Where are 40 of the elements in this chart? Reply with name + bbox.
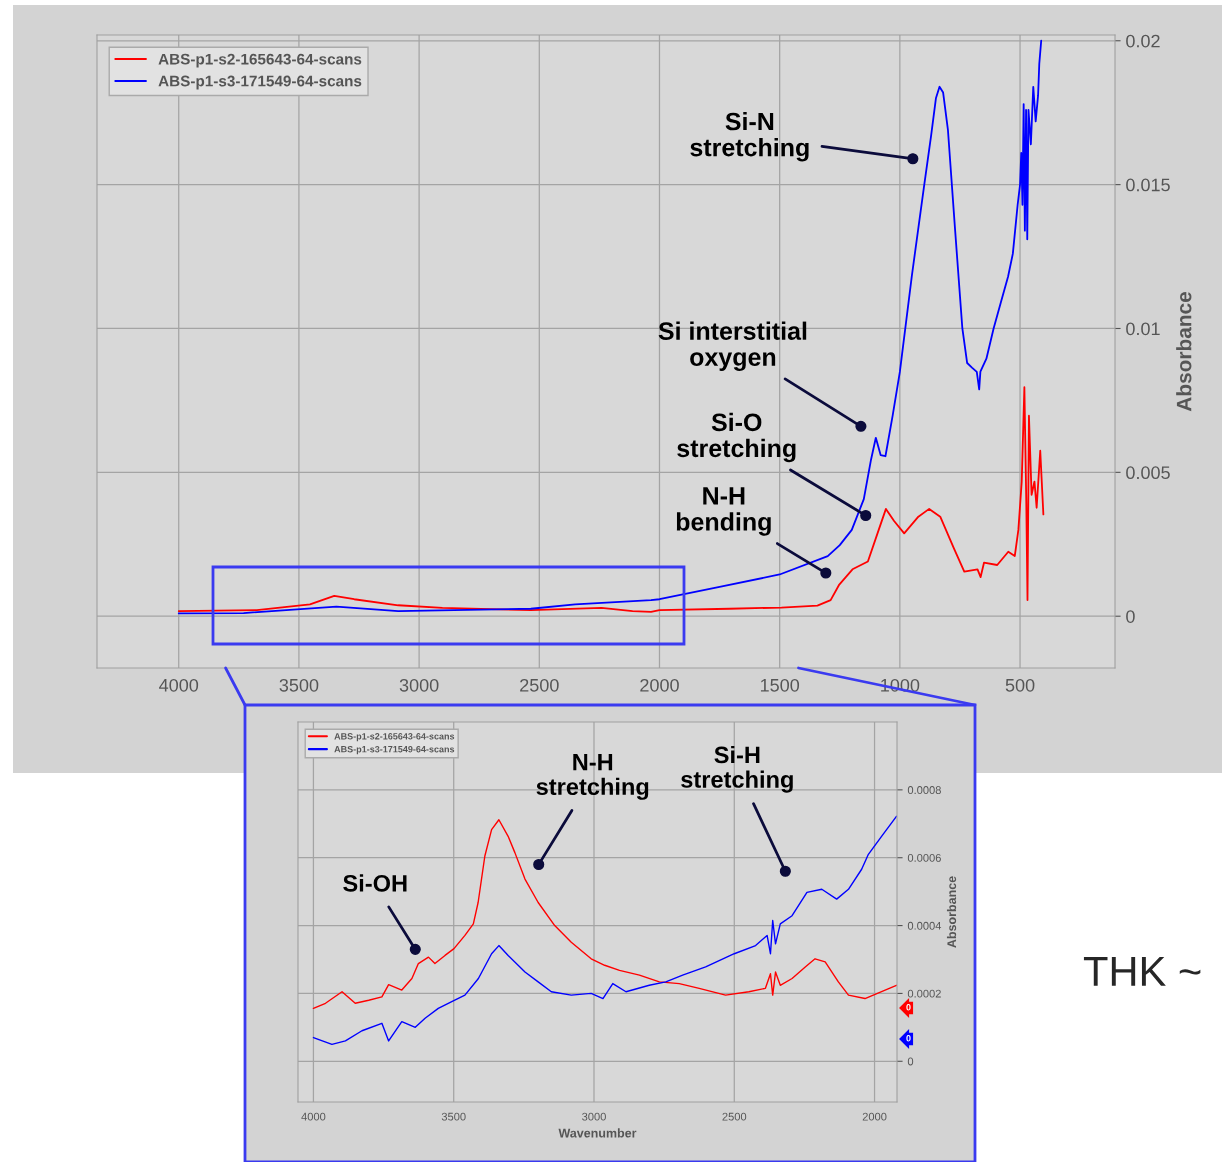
x-tick-label: 2000 — [862, 1112, 887, 1121]
legend-label: ABS-p1-s3-171549-64-scans — [158, 75, 362, 90]
annotation: Si interstitial oxygen — [658, 321, 807, 372]
x-tick-label: 1500 — [760, 678, 800, 692]
legend-label: ABS-p1-s2-165643-64-scans — [334, 733, 455, 742]
x-tick-label: 3000 — [582, 1112, 606, 1121]
y-tick-label: 0.01 — [1126, 322, 1160, 336]
x-tick-label: 2500 — [722, 1112, 747, 1121]
y-axis-title: Absorbance — [946, 876, 957, 948]
y-tick-label: 0.0008 — [907, 786, 941, 794]
x-tick-label: 3000 — [399, 678, 439, 692]
x-tick-label: 500 — [1005, 678, 1035, 692]
x-tick-label: 4000 — [159, 678, 199, 692]
annotation: Si-OH — [343, 874, 407, 892]
y-tick-label: 0.005 — [1126, 466, 1170, 480]
x-tick-label: 2500 — [520, 678, 559, 692]
y-tick-label: 0.0002 — [907, 989, 941, 998]
y-tick-label: 0.02 — [1126, 34, 1160, 48]
y-tick-label: 0.0006 — [907, 853, 941, 862]
annotation: N-H stretching — [536, 754, 649, 800]
annotation: Si-N stretching — [690, 112, 809, 162]
x-tick-label: 3500 — [441, 1112, 466, 1121]
text: THK ~ — [1083, 957, 1201, 986]
line-series — [177, 386, 1045, 613]
y-tick-label: 0.0004 — [907, 921, 942, 930]
y-tick-label: 0 — [907, 1057, 914, 1066]
legend-label: ABS-p1-s3-171549-64-scans — [334, 746, 455, 755]
legend-label: ABS-p1-s2-165643-64-scans — [158, 53, 362, 68]
line-series — [312, 815, 897, 1046]
y-axis-title: Absorbance — [1176, 292, 1192, 412]
x-tick-label: 3500 — [279, 678, 319, 692]
y-tick-label: 0.015 — [1126, 178, 1170, 192]
y-tick-label: 0 — [1126, 610, 1135, 623]
annotation: Si-H stretching — [681, 745, 793, 793]
annotation: Si-O stretching — [677, 412, 796, 463]
x-tick-label: 2000 — [640, 678, 679, 692]
x-tick-label: 4000 — [301, 1112, 326, 1121]
line-series — [312, 819, 897, 1010]
x-axis-title: Wavenumber — [558, 1128, 637, 1138]
annotation: N-H bending — [676, 487, 771, 536]
